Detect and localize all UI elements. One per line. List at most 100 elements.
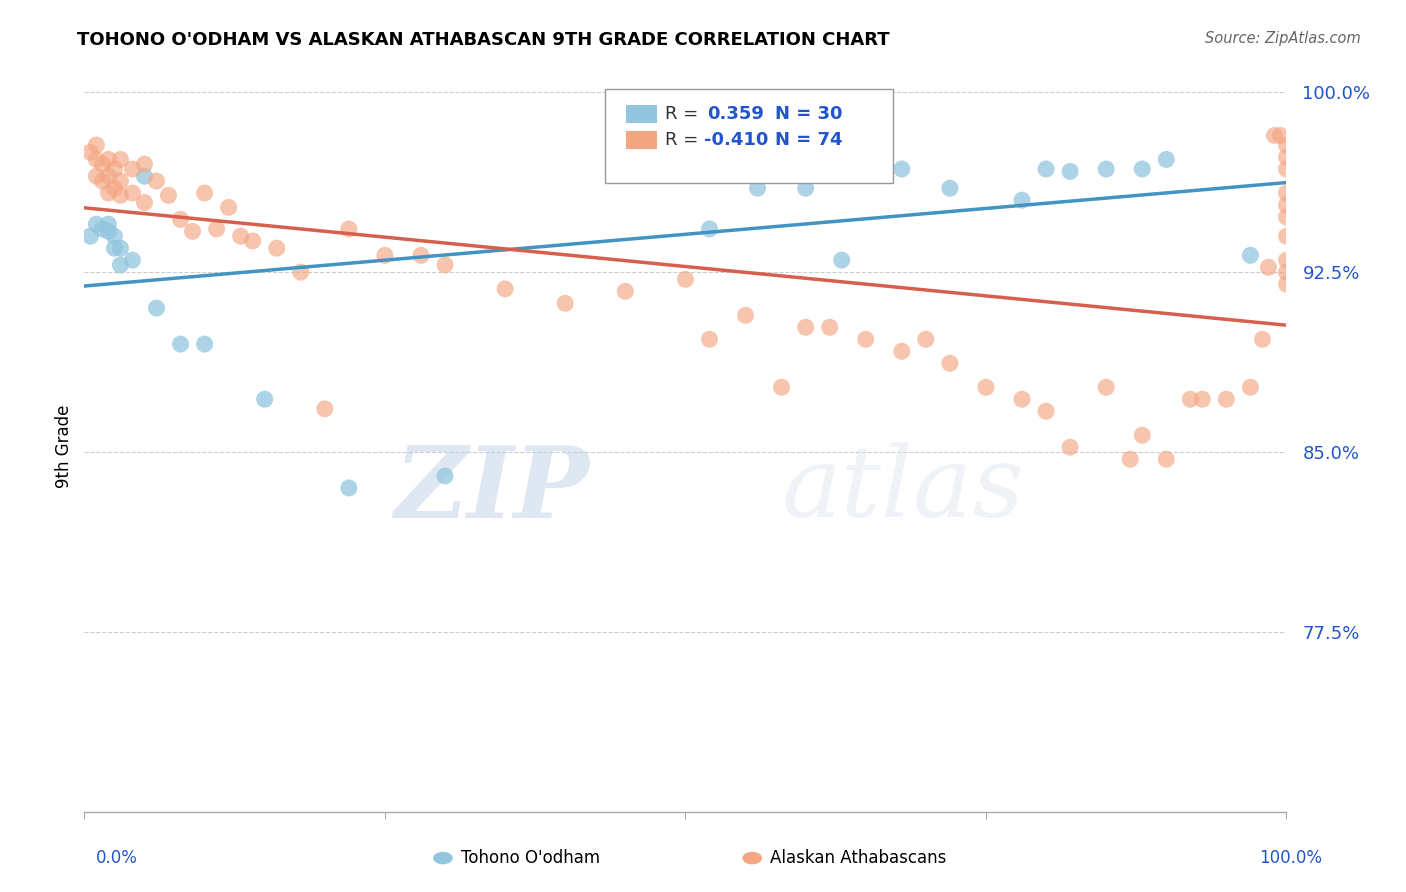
Point — [79, 145, 101, 160]
Point — [1275, 210, 1298, 224]
Point — [1270, 128, 1292, 143]
Point — [194, 186, 217, 200]
Point — [1095, 380, 1118, 394]
Point — [181, 224, 204, 238]
Point — [1275, 138, 1298, 153]
Point — [86, 169, 108, 184]
Text: atlas: atlas — [782, 442, 1025, 538]
Point — [1035, 404, 1057, 418]
Point — [79, 229, 101, 244]
Point — [1191, 392, 1213, 407]
Text: R =: R = — [665, 131, 704, 149]
Point — [699, 332, 721, 346]
Point — [86, 153, 108, 167]
Point — [97, 224, 120, 238]
Point — [1011, 392, 1033, 407]
Point — [337, 222, 360, 236]
Point — [1275, 229, 1298, 244]
Point — [614, 285, 637, 299]
Point — [110, 241, 132, 255]
Point — [205, 222, 228, 236]
Point — [229, 229, 252, 244]
Point — [890, 161, 912, 176]
Point — [1275, 265, 1298, 279]
Point — [1059, 164, 1081, 178]
Point — [290, 265, 312, 279]
Point — [169, 337, 191, 351]
Point — [242, 234, 264, 248]
Point — [145, 301, 167, 315]
Point — [169, 212, 191, 227]
Point — [97, 186, 120, 200]
Point — [1275, 186, 1298, 200]
Text: N = 30: N = 30 — [775, 105, 842, 123]
Point — [266, 241, 288, 255]
Point — [915, 332, 938, 346]
Point — [103, 161, 125, 176]
Point — [434, 469, 457, 483]
Point — [110, 258, 132, 272]
Point — [794, 181, 817, 195]
Point — [770, 380, 793, 394]
Point — [747, 181, 769, 195]
Point — [374, 248, 396, 262]
Point — [91, 174, 114, 188]
Point — [1215, 392, 1237, 407]
Point — [103, 241, 125, 255]
Point — [134, 195, 156, 210]
Point — [121, 161, 143, 176]
Point — [1119, 452, 1142, 467]
Point — [1275, 198, 1298, 212]
Point — [110, 174, 132, 188]
Point — [121, 186, 143, 200]
Point — [97, 217, 120, 231]
Point — [1011, 193, 1033, 207]
Point — [1275, 253, 1298, 268]
Point — [1059, 440, 1081, 454]
Point — [794, 320, 817, 334]
Point — [86, 217, 108, 231]
Point — [103, 181, 125, 195]
Text: 100.0%: 100.0% — [1258, 849, 1322, 867]
Point — [1095, 161, 1118, 176]
Text: 0.359: 0.359 — [707, 105, 763, 123]
Point — [409, 248, 432, 262]
Point — [1251, 332, 1274, 346]
Point — [194, 337, 217, 351]
Point — [1156, 452, 1178, 467]
Point — [434, 258, 457, 272]
Point — [554, 296, 576, 310]
Point — [1130, 428, 1153, 442]
Text: Tohono O'odham: Tohono O'odham — [461, 849, 600, 867]
Point — [337, 481, 360, 495]
Point — [314, 401, 336, 416]
Point — [818, 320, 841, 334]
Point — [218, 200, 240, 214]
Text: 0.0%: 0.0% — [96, 849, 138, 867]
Point — [734, 308, 756, 322]
Point — [86, 138, 108, 153]
Point — [1156, 153, 1178, 167]
Point — [253, 392, 276, 407]
Text: ZIP: ZIP — [394, 442, 589, 538]
Point — [831, 253, 853, 268]
Point — [1275, 150, 1298, 164]
Point — [939, 356, 962, 370]
Point — [110, 153, 132, 167]
Point — [494, 282, 516, 296]
Point — [110, 188, 132, 202]
Point — [1130, 161, 1153, 176]
Point — [890, 344, 912, 359]
Point — [97, 169, 120, 184]
Point — [97, 153, 120, 167]
Point — [1257, 260, 1279, 275]
Point — [939, 181, 962, 195]
Point — [134, 169, 156, 184]
Point — [121, 253, 143, 268]
Y-axis label: 9th Grade: 9th Grade — [55, 404, 73, 488]
Point — [855, 332, 877, 346]
Point — [1239, 248, 1261, 262]
Point — [1275, 161, 1298, 176]
Point — [1239, 380, 1261, 394]
Text: Source: ZipAtlas.com: Source: ZipAtlas.com — [1205, 31, 1361, 46]
